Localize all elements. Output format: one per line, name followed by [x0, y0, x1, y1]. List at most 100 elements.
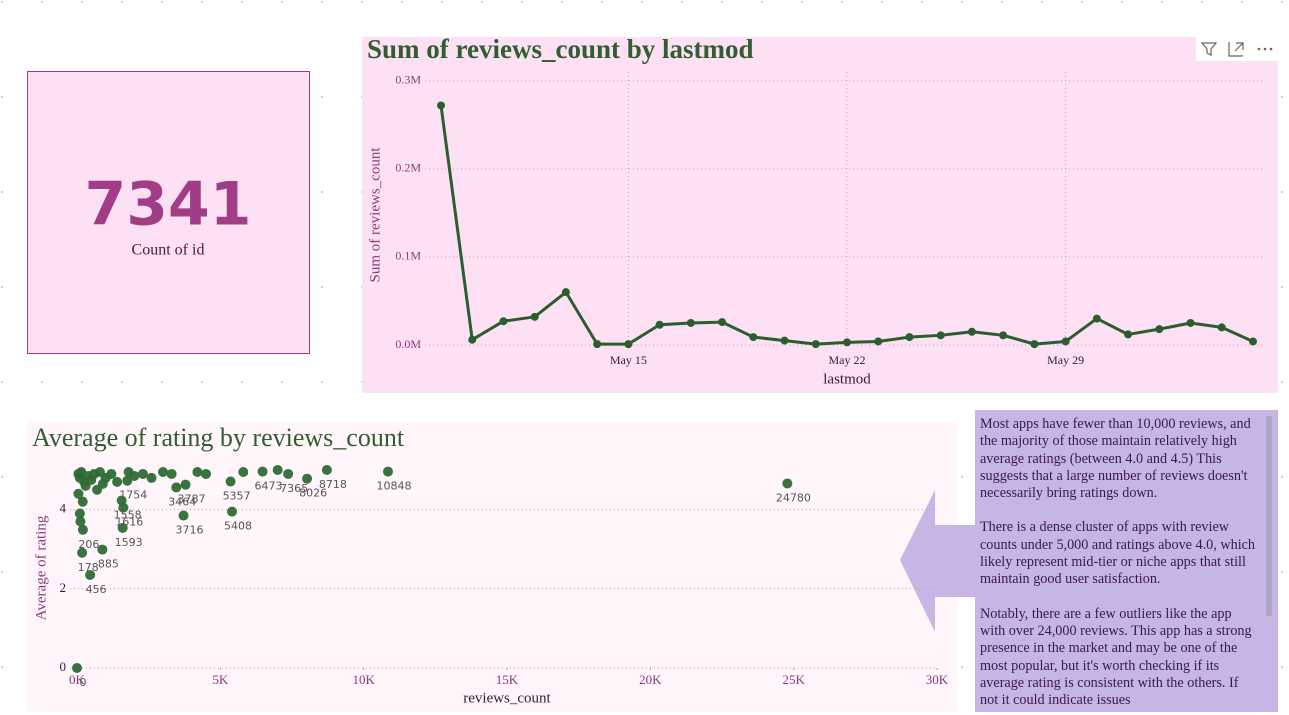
point: [75, 516, 86, 527]
point: [180, 479, 191, 490]
more-icon[interactable]: [1257, 47, 1273, 51]
point: [382, 466, 393, 477]
point: [272, 465, 283, 475]
scatter-panel: [27, 422, 957, 712]
point: [1217, 323, 1226, 332]
point: [106, 468, 117, 479]
card: [27, 71, 310, 354]
x-tick-label: 15K: [496, 672, 519, 687]
point: [116, 495, 127, 506]
point: [530, 312, 539, 321]
data-label: 1593: [115, 536, 143, 549]
point: [77, 547, 88, 558]
paragraph: Most apps have fewer than 10,000 reviews…: [980, 416, 1251, 502]
x-axis-title: lastmod: [823, 371, 871, 387]
x-axis-title: reviews_count: [463, 690, 551, 706]
point: [905, 333, 914, 342]
point: [74, 508, 85, 519]
point: [146, 472, 157, 483]
data-label: 3464: [168, 495, 196, 508]
y-tick-label: 0.3M: [395, 73, 421, 87]
point: [1061, 337, 1070, 346]
x-tick-label: 10K: [352, 672, 375, 687]
chart-title: Average of rating by reviews_count: [32, 423, 405, 452]
point: [158, 466, 168, 477]
point: [1186, 318, 1195, 327]
y-axis-title: Sum of reviews_count: [367, 147, 383, 283]
y-tick-label: 4: [60, 501, 67, 516]
point: [283, 468, 294, 479]
y-tick-label: 0.2M: [395, 161, 421, 175]
data-label: 178: [78, 561, 99, 574]
point: [967, 327, 976, 336]
data-label: 456: [86, 583, 107, 596]
filter-icon[interactable]: [1200, 42, 1218, 56]
data-label: 8026: [299, 487, 327, 500]
x-tick-label: 5K: [212, 672, 229, 687]
data-label: 7365: [280, 482, 308, 495]
point: [225, 476, 236, 487]
data-label: 24780: [776, 491, 811, 504]
point: [85, 569, 96, 580]
point: [718, 318, 727, 327]
data-label: 6473: [255, 480, 283, 493]
y-axis-title: Average of rating: [33, 515, 49, 620]
arrow: [900, 490, 975, 632]
data-label: 3787: [178, 493, 206, 506]
point: [1124, 330, 1133, 339]
data-label: 3716: [176, 524, 204, 537]
point: [811, 340, 820, 349]
text-panel: Most apps have fewer than 10,000 reviews…: [975, 410, 1278, 712]
point: [166, 468, 177, 479]
line-panel: [362, 37, 1278, 393]
scrollbar[interactable]: [1266, 416, 1272, 616]
data-label: 0: [80, 676, 87, 689]
x-tick-label: 30K: [926, 672, 949, 687]
x-tick-label: 0K: [69, 672, 86, 687]
point: [593, 340, 602, 349]
x-tick-label: 25K: [782, 672, 805, 687]
point: [874, 337, 883, 346]
point: [843, 338, 851, 347]
point: [122, 475, 133, 486]
data-label: 5408: [224, 520, 252, 533]
point: [1092, 314, 1101, 323]
card-value: 7341: [85, 170, 252, 240]
point: [437, 101, 445, 110]
point: [782, 478, 793, 489]
point: [97, 544, 108, 555]
focus-icon[interactable]: [1228, 42, 1244, 57]
point: [321, 465, 332, 475]
point: [227, 506, 238, 517]
x-tick-label: May 15: [610, 353, 647, 367]
point: [499, 317, 508, 326]
point: [201, 468, 211, 479]
point: [129, 470, 140, 481]
visual-header[interactable]: [1196, 37, 1278, 61]
paragraph: Notably, there are a few outliers like t…: [980, 605, 1252, 709]
data-label: 885: [98, 558, 119, 571]
y-tick-label: 0: [60, 659, 67, 674]
y-tick-label: 2: [60, 580, 67, 595]
card-label: Count of id: [132, 242, 205, 259]
point: [117, 522, 128, 533]
point: [936, 331, 945, 340]
point: [77, 524, 88, 535]
x-tick-label: May 29: [1047, 353, 1084, 367]
data-label: 1754: [119, 489, 147, 502]
point: [72, 663, 82, 673]
point: [192, 466, 203, 477]
paragraph: There is a dense cluster of apps with re…: [980, 519, 1256, 588]
point: [624, 340, 633, 349]
x-tick-label: 20K: [639, 672, 662, 687]
y-tick-label: 0.1M: [395, 249, 421, 263]
point: [561, 288, 570, 297]
data-label: 10848: [376, 480, 411, 493]
chart-title: Sum of reviews_count by lastmod: [367, 34, 754, 64]
point: [112, 476, 123, 487]
data-label: 8718: [319, 478, 347, 491]
point: [302, 473, 313, 484]
point: [257, 466, 268, 477]
